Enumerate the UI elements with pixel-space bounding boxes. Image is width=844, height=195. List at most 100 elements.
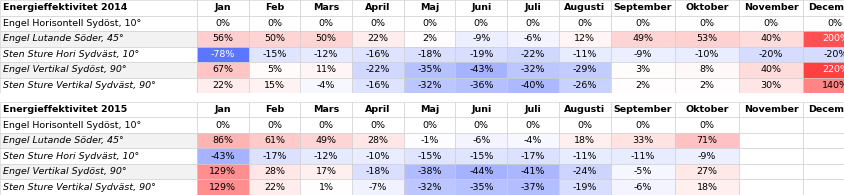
Text: Mars: Mars: [312, 105, 339, 114]
FancyBboxPatch shape: [738, 62, 803, 78]
Text: September: September: [613, 105, 671, 114]
FancyBboxPatch shape: [738, 133, 803, 148]
FancyBboxPatch shape: [610, 133, 674, 148]
Text: 3%: 3%: [635, 65, 650, 74]
Text: -20%: -20%: [758, 50, 782, 59]
Text: -4%: -4%: [316, 81, 335, 90]
Text: -17%: -17%: [262, 152, 286, 161]
FancyBboxPatch shape: [197, 102, 248, 117]
Text: -35%: -35%: [468, 183, 493, 192]
Text: 0%: 0%: [576, 19, 592, 28]
FancyBboxPatch shape: [197, 62, 248, 78]
FancyBboxPatch shape: [803, 0, 844, 16]
FancyBboxPatch shape: [0, 102, 197, 117]
FancyBboxPatch shape: [248, 102, 300, 117]
FancyBboxPatch shape: [506, 133, 558, 148]
Text: 27%: 27%: [695, 167, 717, 176]
Text: 2%: 2%: [635, 81, 649, 90]
FancyBboxPatch shape: [248, 164, 300, 179]
Text: 0%: 0%: [699, 19, 713, 28]
Text: 0%: 0%: [763, 19, 777, 28]
FancyBboxPatch shape: [674, 164, 738, 179]
Text: -32%: -32%: [520, 65, 544, 74]
FancyBboxPatch shape: [403, 164, 455, 179]
Text: 33%: 33%: [631, 136, 652, 145]
FancyBboxPatch shape: [674, 47, 738, 62]
Text: -43%: -43%: [468, 65, 493, 74]
FancyBboxPatch shape: [558, 133, 610, 148]
FancyBboxPatch shape: [674, 31, 738, 47]
Text: 86%: 86%: [212, 136, 233, 145]
Text: 22%: 22%: [263, 183, 284, 192]
FancyBboxPatch shape: [455, 148, 506, 164]
FancyBboxPatch shape: [506, 16, 558, 31]
FancyBboxPatch shape: [803, 179, 844, 195]
Text: April: April: [365, 105, 390, 114]
Text: -6%: -6%: [472, 136, 490, 145]
FancyBboxPatch shape: [558, 117, 610, 133]
FancyBboxPatch shape: [455, 133, 506, 148]
Text: -16%: -16%: [365, 50, 390, 59]
FancyBboxPatch shape: [506, 62, 558, 78]
Text: 0%: 0%: [215, 121, 230, 130]
FancyBboxPatch shape: [674, 148, 738, 164]
Text: -12%: -12%: [314, 152, 338, 161]
Text: -15%: -15%: [468, 152, 493, 161]
Text: 129%: 129%: [209, 167, 236, 176]
FancyBboxPatch shape: [506, 164, 558, 179]
Text: 2%: 2%: [699, 81, 713, 90]
Text: -15%: -15%: [262, 50, 286, 59]
FancyBboxPatch shape: [558, 164, 610, 179]
FancyBboxPatch shape: [610, 62, 674, 78]
FancyBboxPatch shape: [403, 47, 455, 62]
FancyBboxPatch shape: [738, 148, 803, 164]
Text: -18%: -18%: [365, 167, 390, 176]
FancyBboxPatch shape: [197, 117, 248, 133]
FancyBboxPatch shape: [0, 0, 197, 16]
FancyBboxPatch shape: [610, 179, 674, 195]
FancyBboxPatch shape: [738, 31, 803, 47]
Text: Energieffektivitet 2015: Energieffektivitet 2015: [3, 105, 127, 114]
FancyBboxPatch shape: [248, 0, 300, 16]
FancyBboxPatch shape: [558, 31, 610, 47]
FancyBboxPatch shape: [610, 47, 674, 62]
FancyBboxPatch shape: [674, 117, 738, 133]
Text: 0%: 0%: [525, 19, 540, 28]
FancyBboxPatch shape: [558, 148, 610, 164]
Text: 28%: 28%: [367, 136, 388, 145]
FancyBboxPatch shape: [738, 78, 803, 93]
FancyBboxPatch shape: [0, 133, 197, 148]
FancyBboxPatch shape: [455, 0, 506, 16]
FancyBboxPatch shape: [300, 0, 352, 16]
Text: 0%: 0%: [635, 121, 649, 130]
Text: 0%: 0%: [215, 19, 230, 28]
Text: Engel Horisontell Sydöst, 10°: Engel Horisontell Sydöst, 10°: [3, 19, 142, 28]
FancyBboxPatch shape: [506, 78, 558, 93]
FancyBboxPatch shape: [506, 0, 558, 16]
Text: -11%: -11%: [572, 152, 596, 161]
Text: 140%: 140%: [821, 81, 844, 90]
FancyBboxPatch shape: [610, 102, 674, 117]
Text: Oktober: Oktober: [684, 105, 728, 114]
FancyBboxPatch shape: [197, 148, 248, 164]
FancyBboxPatch shape: [248, 16, 300, 31]
Text: Juli: Juli: [524, 105, 541, 114]
FancyBboxPatch shape: [803, 47, 844, 62]
Text: Engel Vertikal Sydöst, 90°: Engel Vertikal Sydöst, 90°: [3, 65, 127, 74]
FancyBboxPatch shape: [803, 16, 844, 31]
FancyBboxPatch shape: [0, 93, 844, 102]
FancyBboxPatch shape: [403, 62, 455, 78]
Text: 0%: 0%: [635, 19, 649, 28]
Text: 40%: 40%: [760, 65, 781, 74]
Text: -9%: -9%: [697, 152, 715, 161]
FancyBboxPatch shape: [0, 78, 197, 93]
Text: Oktober: Oktober: [684, 3, 728, 12]
FancyBboxPatch shape: [403, 102, 455, 117]
Text: -35%: -35%: [417, 65, 441, 74]
Text: Jan: Jan: [214, 3, 230, 12]
Text: -11%: -11%: [572, 50, 596, 59]
Text: -16%: -16%: [365, 81, 390, 90]
FancyBboxPatch shape: [197, 16, 248, 31]
Text: 8%: 8%: [699, 65, 713, 74]
FancyBboxPatch shape: [403, 117, 455, 133]
